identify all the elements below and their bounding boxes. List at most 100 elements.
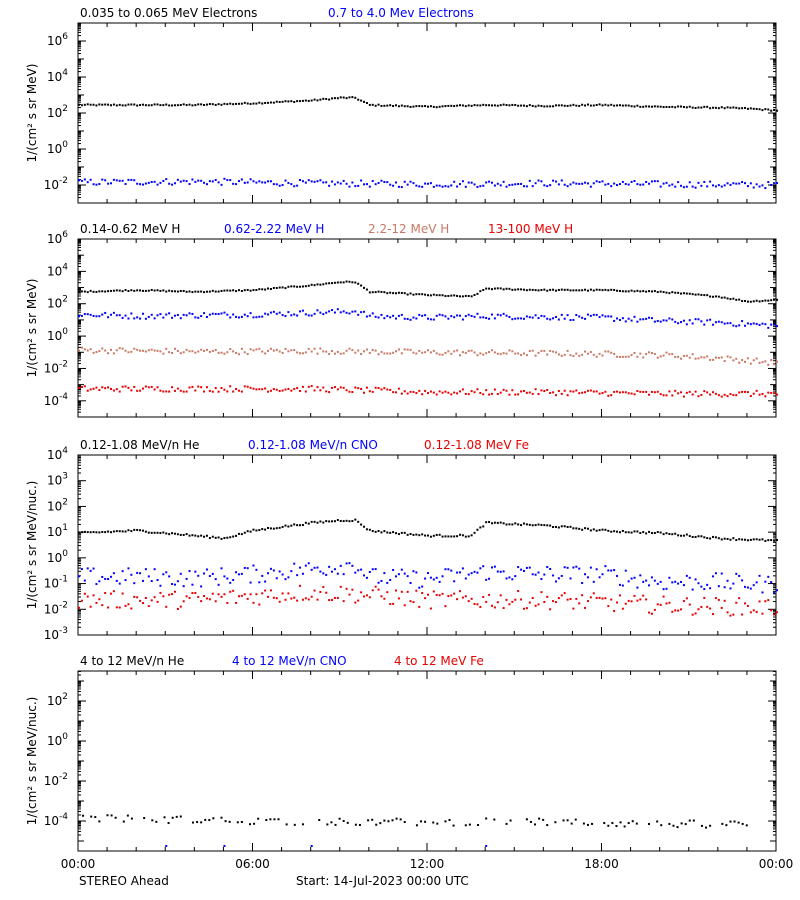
- data-point: [365, 102, 368, 105]
- data-point: [278, 101, 281, 104]
- data-point: [412, 533, 415, 536]
- data-point: [188, 596, 191, 599]
- data-point: [682, 395, 685, 398]
- data-point: [581, 316, 584, 319]
- data-point: [319, 570, 322, 573]
- data-point: [86, 567, 89, 570]
- data-point: [269, 311, 272, 314]
- y-tick-label: 100: [47, 732, 68, 748]
- data-point: [636, 355, 639, 358]
- data-point: [493, 287, 496, 290]
- data-point: [479, 567, 482, 570]
- data-point: [741, 390, 744, 393]
- series-1: [78, 518, 778, 542]
- data-point: [165, 313, 168, 316]
- data-point: [470, 534, 473, 537]
- data-point: [773, 298, 776, 301]
- data-point: [368, 185, 371, 188]
- data-point: [448, 818, 451, 821]
- data-point: [339, 311, 342, 314]
- data-point: [688, 356, 691, 359]
- data-point: [395, 317, 398, 320]
- data-point: [205, 315, 208, 318]
- data-point: [566, 185, 569, 188]
- data-point: [173, 532, 176, 535]
- data-point: [104, 577, 107, 580]
- data-point: [525, 523, 528, 526]
- data-point: [755, 581, 758, 584]
- data-point: [517, 183, 520, 186]
- data-point: [755, 322, 758, 325]
- data-point: [764, 539, 767, 542]
- data-point: [278, 184, 281, 187]
- data-point: [118, 179, 121, 182]
- data-point: [746, 185, 749, 188]
- data-point: [162, 573, 165, 576]
- data-point: [438, 390, 441, 393]
- data-point: [406, 533, 409, 536]
- data-point: [141, 103, 144, 106]
- data-point: [363, 525, 366, 528]
- data-point: [723, 184, 726, 187]
- data-point: [682, 292, 685, 295]
- data-point: [83, 348, 86, 351]
- data-point: [776, 538, 778, 541]
- data-point: [159, 181, 162, 184]
- data-point: [520, 288, 523, 291]
- data-point: [648, 584, 651, 587]
- data-point: [331, 570, 334, 573]
- data-point: [444, 605, 447, 608]
- data-point: [432, 534, 435, 537]
- data-point: [226, 103, 229, 106]
- legend-entry: 4 to 12 MeV Fe: [394, 654, 484, 668]
- data-point: [252, 349, 255, 352]
- data-point: [139, 529, 142, 532]
- data-point: [543, 349, 546, 352]
- data-point: [581, 353, 584, 356]
- data-point: [188, 350, 191, 353]
- data-point: [554, 525, 557, 528]
- data-point: [114, 816, 117, 819]
- data-point: [534, 105, 537, 108]
- data-point: [203, 181, 206, 184]
- data-point: [668, 317, 671, 320]
- data-point: [261, 592, 264, 595]
- data-point: [107, 386, 110, 389]
- data-point: [688, 576, 691, 579]
- data-point: [671, 581, 674, 584]
- data-point: [586, 389, 589, 392]
- data-point: [537, 317, 540, 320]
- data-point: [630, 353, 633, 356]
- data-point: [293, 523, 296, 526]
- data-point: [121, 570, 124, 573]
- data-point: [517, 590, 520, 593]
- data-point: [712, 295, 715, 298]
- data-point: [738, 107, 741, 110]
- data-point: [578, 315, 581, 318]
- data-point: [150, 288, 153, 291]
- data-point: [133, 103, 136, 106]
- data-point: [499, 314, 502, 317]
- data-point: [389, 578, 392, 581]
- data-point: [499, 184, 502, 187]
- data-point: [136, 104, 139, 107]
- data-point: [94, 816, 97, 819]
- data-point: [307, 314, 310, 317]
- data-point: [653, 290, 656, 293]
- data-point: [400, 531, 403, 534]
- data-point: [668, 106, 671, 109]
- data-point: [444, 568, 447, 571]
- data-point: [272, 286, 275, 289]
- data-point: [191, 312, 194, 315]
- data-point: [665, 532, 668, 535]
- data-point: [461, 318, 464, 321]
- data-point: [592, 313, 595, 316]
- data-point: [293, 387, 296, 390]
- data-point: [296, 314, 299, 317]
- data-point: [642, 105, 645, 108]
- data-point: [95, 351, 98, 354]
- data-point: [452, 824, 455, 827]
- data-point: [714, 185, 717, 188]
- data-point: [415, 824, 418, 827]
